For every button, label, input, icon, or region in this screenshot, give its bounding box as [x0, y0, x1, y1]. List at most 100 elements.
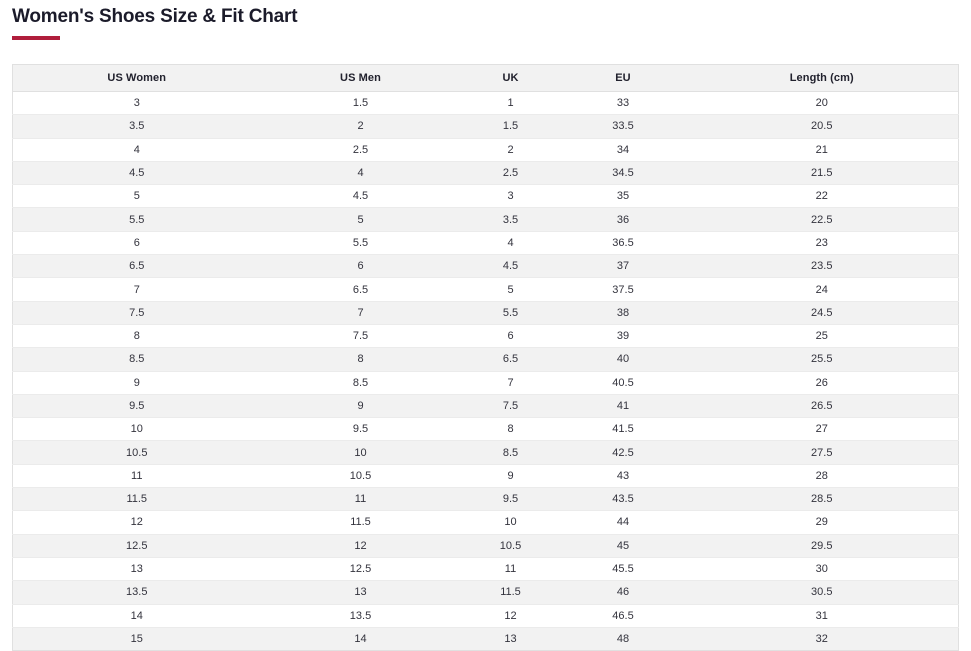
table-row: 12 11.5 10 44 29 [12, 510, 959, 535]
cell-uk: 5.5 [460, 301, 561, 325]
cell-length-cm: 25.5 [685, 347, 959, 372]
cell-length-cm: 21.5 [685, 161, 959, 186]
cell-us-men: 11.5 [260, 510, 461, 535]
cell-uk: 3 [460, 184, 561, 209]
cell-us-men: 7.5 [260, 324, 461, 349]
table-row: 14 13.5 12 46.5 31 [12, 604, 959, 628]
table-row: 3 1.5 1 33 20 [12, 91, 959, 116]
cell-length-cm: 26.5 [685, 394, 959, 419]
cell-us-women: 12.5 [12, 534, 261, 558]
table-row: 13.5 13 11.5 46 30.5 [12, 580, 959, 605]
cell-eu: 36.5 [560, 231, 686, 256]
cell-uk: 4.5 [460, 254, 561, 279]
cell-us-men: 9.5 [260, 417, 461, 442]
cell-us-women: 4.5 [12, 161, 261, 186]
table-header-row: US Women US Men UK EU Length (cm) [12, 64, 959, 92]
cell-us-men: 6.5 [260, 277, 461, 302]
table-row: 13 12.5 11 45.5 30 [12, 557, 959, 582]
cell-eu: 41.5 [560, 417, 686, 442]
table-row: 6.5 6 4.5 37 23.5 [12, 254, 959, 279]
cell-length-cm: 22 [685, 184, 959, 209]
cell-length-cm: 21 [685, 138, 959, 162]
table-row: 11 10.5 9 43 28 [12, 464, 959, 489]
cell-us-men: 10 [260, 440, 461, 465]
cell-length-cm: 23 [685, 231, 959, 256]
cell-eu: 37 [560, 254, 686, 279]
cell-length-cm: 20.5 [685, 114, 959, 139]
cell-us-women: 5.5 [12, 207, 261, 232]
cell-us-women: 5 [12, 184, 261, 209]
cell-us-women: 8 [12, 324, 261, 349]
cell-us-women: 12 [12, 510, 261, 535]
cell-us-men: 8.5 [260, 371, 461, 395]
size-chart-table: US Women US Men UK EU Length (cm) 3 1.5 1 33 20 3… [12, 64, 959, 651]
cell-length-cm: 22.5 [685, 207, 959, 232]
cell-us-men: 7 [260, 301, 461, 325]
table-row: 8 7.5 6 39 25 [12, 324, 959, 349]
column-header-uk: UK [460, 64, 561, 92]
cell-us-women: 6.5 [12, 254, 261, 279]
table-row: 9.5 9 7.5 41 26.5 [12, 394, 959, 419]
title-accent-bar [12, 36, 60, 40]
cell-eu: 40.5 [560, 371, 686, 395]
table-row: 7.5 7 5.5 38 24.5 [12, 301, 959, 325]
cell-us-men: 2 [260, 114, 461, 139]
cell-length-cm: 25 [685, 324, 959, 349]
cell-length-cm: 24 [685, 277, 959, 302]
cell-length-cm: 27.5 [685, 440, 959, 465]
cell-eu: 34.5 [560, 161, 686, 186]
cell-us-men: 9 [260, 394, 461, 419]
table-row: 3.5 2 1.5 33.5 20.5 [12, 114, 959, 139]
table-row: 7 6.5 5 37.5 24 [12, 277, 959, 302]
cell-eu: 36 [560, 207, 686, 232]
table-row: 9 8.5 7 40.5 26 [12, 371, 959, 395]
cell-us-men: 10.5 [260, 464, 461, 489]
cell-us-women: 14 [12, 604, 261, 628]
cell-us-men: 5.5 [260, 231, 461, 256]
cell-eu: 41 [560, 394, 686, 419]
cell-eu: 35 [560, 184, 686, 209]
cell-uk: 11 [460, 557, 561, 582]
cell-length-cm: 29.5 [685, 534, 959, 558]
cell-uk: 3.5 [460, 207, 561, 232]
cell-uk: 1 [460, 91, 561, 116]
cell-us-men: 1.5 [260, 91, 461, 116]
cell-uk: 10 [460, 510, 561, 535]
cell-eu: 38 [560, 301, 686, 325]
cell-eu: 46 [560, 580, 686, 605]
table-row: 5 4.5 3 35 22 [12, 184, 959, 209]
cell-us-men: 4 [260, 161, 461, 186]
cell-us-women: 8.5 [12, 347, 261, 372]
cell-eu: 44 [560, 510, 686, 535]
cell-uk: 8.5 [460, 440, 561, 465]
cell-us-men: 13 [260, 580, 461, 605]
cell-us-men: 2.5 [260, 138, 461, 162]
table-row: 4 2.5 2 34 21 [12, 138, 959, 162]
cell-eu: 46.5 [560, 604, 686, 628]
cell-uk: 10.5 [460, 534, 561, 558]
cell-length-cm: 30.5 [685, 580, 959, 605]
cell-length-cm: 26 [685, 371, 959, 395]
cell-eu: 33.5 [560, 114, 686, 139]
size-chart-table-container: US Women US Men UK EU Length (cm) 3 1.5 1 33 20 3… [12, 64, 959, 651]
cell-uk: 9 [460, 464, 561, 489]
cell-eu: 34 [560, 138, 686, 162]
cell-length-cm: 20 [685, 91, 959, 116]
cell-us-men: 12.5 [260, 557, 461, 582]
cell-us-women: 11.5 [12, 487, 261, 512]
cell-uk: 9.5 [460, 487, 561, 512]
table-row: 4.5 4 2.5 34.5 21.5 [12, 161, 959, 186]
cell-uk: 6 [460, 324, 561, 349]
cell-us-women: 9 [12, 371, 261, 395]
cell-us-men: 12 [260, 534, 461, 558]
cell-uk: 11.5 [460, 580, 561, 605]
table-header: US Women US Men UK EU Length (cm) [12, 64, 959, 92]
cell-us-women: 13.5 [12, 580, 261, 605]
cell-uk: 1.5 [460, 114, 561, 139]
cell-us-men: 4.5 [260, 184, 461, 209]
cell-us-men: 11 [260, 487, 461, 512]
cell-length-cm: 23.5 [685, 254, 959, 279]
cell-us-women: 6 [12, 231, 261, 256]
cell-length-cm: 31 [685, 604, 959, 628]
